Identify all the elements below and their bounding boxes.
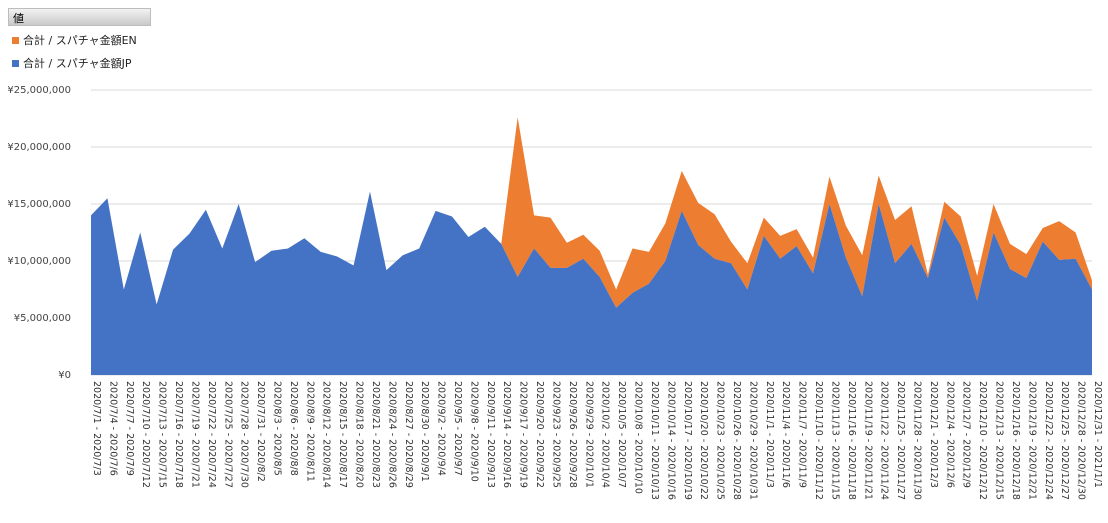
legend-header[interactable]: 値	[8, 8, 151, 26]
y-tick-label: ¥10,000,000	[7, 256, 71, 267]
x-tick-label: 2020/10/29 - 2020/10/31	[747, 381, 758, 500]
series-area-en[interactable]	[91, 117, 1092, 308]
x-tick-label: 2020/9/2 - 2020/9/4	[436, 381, 447, 476]
x-tick-label: 2020/8/21 - 2020/8/23	[370, 381, 381, 488]
legend-item-jp[interactable]: 合計 / スパチャ金額JP	[12, 55, 131, 71]
legend-swatch-en	[12, 37, 19, 44]
x-tick-label: 2020/8/15 - 2020/8/17	[337, 381, 348, 488]
x-tick-label: 2020/11/4 - 2020/11/6	[780, 381, 791, 488]
x-tick-label: 2020/12/4 - 2020/12/6	[944, 381, 955, 488]
x-tick-label: 2020/11/19 - 2020/11/21	[862, 381, 873, 500]
x-axis: 2020/7/1 - 2020/7/3 2020/7/4 - 2020/7/6 20…	[91, 381, 1103, 500]
x-tick-label: 2020/7/19 - 2020/7/21	[189, 381, 200, 488]
area-series	[91, 117, 1092, 375]
x-tick-label: 2020/9/14 - 2020/9/16	[501, 381, 512, 488]
x-tick-label: 2020/11/10 - 2020/11/12	[813, 381, 824, 500]
x-tick-label: 2020/12/7 - 2020/12/9	[961, 381, 972, 488]
x-tick-label: 2020/8/24 - 2020/8/26	[386, 381, 397, 488]
x-tick-label: 2020/8/12 - 2020/8/14	[321, 381, 332, 488]
x-tick-label: 2020/10/2 - 2020/10/4	[600, 381, 611, 488]
x-tick-label: 2020/10/14 - 2020/10/16	[665, 381, 676, 500]
legend-swatch-jp	[12, 60, 19, 67]
series-area-jp[interactable]	[91, 191, 1092, 375]
x-tick-label: 2020/11/25 - 2020/11/27	[895, 381, 906, 500]
legend-item-en[interactable]: 合計 / スパチャ金額EN	[12, 32, 137, 48]
x-tick-label: 2020/11/22 - 2020/11/24	[879, 381, 890, 500]
x-tick-label: 2020/10/5 - 2020/10/7	[616, 381, 627, 488]
x-tick-label: 2020/7/22 - 2020/7/24	[206, 381, 217, 488]
y-tick-label: ¥15,000,000	[7, 199, 71, 210]
x-tick-label: 2020/7/10 - 2020/7/12	[140, 381, 151, 488]
x-tick-label: 2020/8/27 - 2020/8/29	[403, 381, 414, 488]
x-tick-label: 2020/10/8 - 2020/10/10	[633, 381, 644, 494]
x-tick-label: 2020/12/22 - 2020/12/24	[1043, 381, 1054, 500]
x-tick-label: 2020/9/5 - 2020/9/7	[452, 381, 463, 476]
x-tick-label: 2020/7/28 - 2020/7/30	[239, 381, 250, 488]
x-tick-label: 2020/7/4 - 2020/7/6	[107, 381, 118, 476]
x-tick-label: 2020/9/26 - 2020/9/28	[567, 381, 578, 488]
x-tick-label: 2020/9/29 - 2020/10/1	[583, 381, 594, 488]
x-tick-label: 2020/11/13 - 2020/11/15	[829, 381, 840, 500]
x-tick-label: 2020/7/1 - 2020/7/3	[91, 381, 102, 476]
x-tick-label: 2020/8/6 - 2020/8/8	[288, 381, 299, 476]
x-tick-label: 2020/10/17 - 2020/10/19	[682, 381, 693, 500]
x-tick-label: 2020/7/25 - 2020/7/27	[222, 381, 233, 488]
x-tick-label: 2020/7/16 - 2020/7/18	[173, 381, 184, 488]
x-tick-label: 2020/9/23 - 2020/9/25	[550, 381, 561, 488]
x-tick-label: 2020/12/16 - 2020/12/18	[1010, 381, 1021, 500]
x-tick-label: 2020/9/8 - 2020/9/10	[468, 381, 479, 482]
x-tick-label: 2020/12/1 - 2020/12/3	[928, 381, 939, 488]
x-tick-label: 2020/8/9 - 2020/8/11	[304, 381, 315, 482]
x-tick-label: 2020/9/17 - 2020/9/19	[518, 381, 529, 488]
y-axis: ¥0 ¥5,000,000 ¥10,000,000 ¥15,000,000 ¥20,00…	[7, 85, 71, 381]
x-tick-label: 2020/9/20 - 2020/9/22	[534, 381, 545, 488]
x-tick-label: 2020/12/13 - 2020/12/15	[994, 381, 1005, 500]
x-tick-label: 2020/8/30 - 2020/9/1	[419, 381, 430, 482]
x-tick-label: 2020/11/28 - 2020/11/30	[911, 381, 922, 500]
y-tick-label: ¥20,000,000	[7, 142, 71, 153]
legend-header-label: 値	[13, 12, 24, 25]
legend-label-en: 合計 / スパチャ金額EN	[23, 34, 137, 47]
x-tick-label: 2020/7/31 - 2020/8/2	[255, 381, 266, 482]
x-tick-label: 2020/12/28 - 2020/12/30	[1076, 381, 1087, 500]
x-tick-label: 2020/12/31 - 2021/1/1	[1092, 381, 1103, 488]
y-tick-label: ¥25,000,000	[7, 85, 71, 96]
x-tick-label: 2020/7/7 - 2020/7/9	[124, 381, 135, 476]
x-tick-label: 2020/12/10 - 2020/12/12	[977, 381, 988, 500]
y-tick-label: ¥5,000,000	[14, 313, 71, 324]
x-tick-label: 2020/9/11 - 2020/9/13	[485, 381, 496, 488]
x-tick-label: 2020/12/19 - 2020/12/21	[1026, 381, 1037, 500]
x-tick-label: 2020/7/13 - 2020/7/15	[157, 381, 168, 488]
x-tick-label: 2020/10/11 - 2020/10/13	[649, 381, 660, 500]
y-tick-label: ¥0	[58, 370, 71, 381]
x-tick-label: 2020/8/18 - 2020/8/20	[354, 381, 365, 488]
x-tick-label: 2020/11/7 - 2020/11/9	[797, 381, 808, 488]
x-tick-label: 2020/10/20 - 2020/10/22	[698, 381, 709, 500]
legend-label-jp: 合計 / スパチャ金額JP	[23, 57, 132, 70]
x-tick-label: 2020/11/16 - 2020/11/18	[846, 381, 857, 500]
x-tick-label: 2020/10/26 - 2020/10/28	[731, 381, 742, 500]
x-tick-label: 2020/8/3 - 2020/8/5	[272, 381, 283, 476]
x-tick-label: 2020/12/25 - 2020/12/27	[1059, 381, 1070, 500]
x-tick-label: 2020/10/23 - 2020/10/25	[715, 381, 726, 500]
x-tick-label: 2020/11/1 - 2020/11/3	[764, 381, 775, 488]
